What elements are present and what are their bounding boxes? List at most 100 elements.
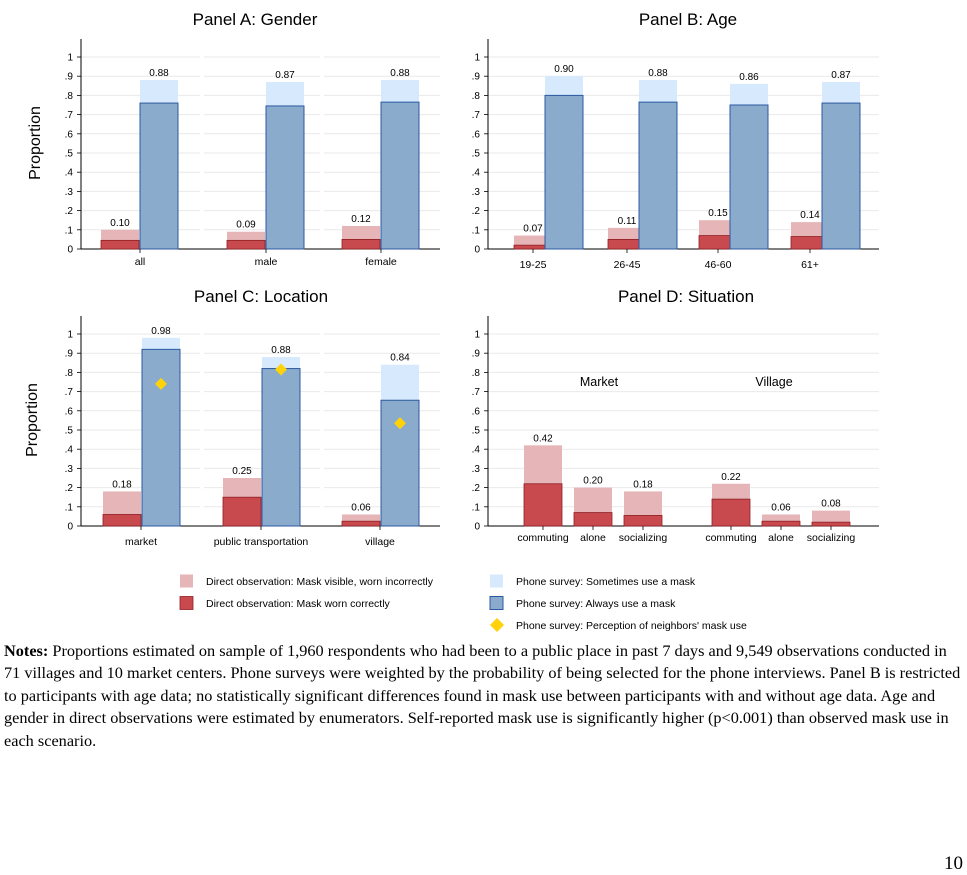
bar-observed-correct xyxy=(222,496,262,527)
page-number: 10 xyxy=(944,853,963,874)
data-label-observed: 0.18 xyxy=(633,479,653,490)
y-tick-label: .6 xyxy=(65,129,74,140)
y-tick-label: .6 xyxy=(65,406,74,417)
x-tick-label: socializing xyxy=(619,532,668,544)
y-axis-label: Proportion xyxy=(24,383,41,457)
bar-observed-correct xyxy=(102,514,142,527)
y-tick-label: .5 xyxy=(472,426,481,437)
x-tick-label: commuting xyxy=(517,532,569,544)
x-tick-label: socializing xyxy=(807,532,856,544)
legend: Direct observation: Mask visible, worn i… xyxy=(179,574,747,632)
marker-neighbors xyxy=(394,417,406,430)
bar-observed-correct xyxy=(811,521,851,527)
data-label-phone: 0.87 xyxy=(831,70,851,81)
data-label-phone: 0.88 xyxy=(149,68,169,79)
x-tick-label: 26-45 xyxy=(614,259,641,271)
y-tick-label: 1 xyxy=(67,330,73,341)
data-label-observed: 0.10 xyxy=(110,218,130,229)
y-tick-label: 1 xyxy=(474,53,480,64)
data-label-observed: 0.22 xyxy=(721,472,741,483)
y-tick-label: .7 xyxy=(65,110,74,121)
legend-swatch xyxy=(179,596,194,610)
bar-observed-correct xyxy=(761,520,801,527)
panel-title: Panel A: Gender xyxy=(193,10,318,29)
y-tick-label: .3 xyxy=(472,464,481,475)
y-tick-label: .8 xyxy=(472,368,481,379)
data-label-phone: 0.88 xyxy=(648,68,668,79)
bar-observed-correct xyxy=(523,483,563,527)
bar-observed-correct xyxy=(711,498,751,527)
x-tick-label: 19-25 xyxy=(520,259,547,271)
y-tick-label: .7 xyxy=(472,110,481,121)
panel-d: Panel D: Situation 0 .1 .2 .3 .4 .5 .6 .7 .8 .9 1 0.… xyxy=(472,287,879,544)
data-label-observed: 0.09 xyxy=(236,220,256,231)
data-label-observed: 0.06 xyxy=(771,502,791,513)
y-tick-label: .4 xyxy=(65,168,74,179)
x-tick-label: commuting xyxy=(705,532,757,544)
y-tick-label: .6 xyxy=(472,406,481,417)
bar-observed-correct xyxy=(341,520,381,527)
data-label-observed: 0.14 xyxy=(800,210,820,221)
y-axis-label: Proportion xyxy=(27,106,44,180)
legend-label: Phone survey: Sometimes use a mask xyxy=(516,576,696,588)
data-label-phone: 0.87 xyxy=(275,70,295,81)
group-label: Market xyxy=(580,375,619,389)
x-tick-label: all xyxy=(135,256,146,268)
notes-text: Proportions estimated on sample of 1,960… xyxy=(4,641,961,750)
bar-phone-always xyxy=(261,368,301,527)
y-tick-label: .7 xyxy=(65,387,74,398)
group-label: Village xyxy=(755,375,792,389)
x-tick-label: alone xyxy=(768,532,794,544)
data-label-phone: 0.98 xyxy=(151,326,171,337)
y-tick-label: 1 xyxy=(474,330,480,341)
panel-title: Panel B: Age xyxy=(639,10,737,29)
bar-phone-always xyxy=(141,348,181,527)
y-tick-label: .5 xyxy=(65,149,74,160)
bar-observed-correct xyxy=(100,239,140,250)
panel-title: Panel C: Location xyxy=(194,287,328,306)
data-label-phone: 0.88 xyxy=(271,345,291,356)
y-tick-label: .3 xyxy=(472,187,481,198)
y-tick-label: .6 xyxy=(472,129,481,140)
x-tick-label: female xyxy=(365,256,397,268)
bar-observed-correct xyxy=(226,239,266,250)
data-label-phone: 0.86 xyxy=(739,72,759,83)
y-tick-label: .3 xyxy=(65,464,74,475)
x-tick-label: public transportation xyxy=(214,536,309,548)
figure-notes: Notes: Proportions estimated on sample o… xyxy=(4,640,962,752)
y-tick-label: .8 xyxy=(472,91,481,102)
legend-label: Direct observation: Mask visible, worn i… xyxy=(206,576,434,588)
y-tick-label: .5 xyxy=(65,426,74,437)
data-label-observed: 0.18 xyxy=(112,479,132,490)
y-tick-label: 0 xyxy=(67,522,73,533)
legend-swatch xyxy=(489,596,504,610)
bar-observed-correct xyxy=(623,515,663,527)
y-tick-label: .9 xyxy=(65,349,74,360)
y-tick-label: .2 xyxy=(472,206,481,217)
bar-phone-always xyxy=(380,101,420,250)
panel-c: Panel C: Location Proportion 0 .1 .2 .3 .4 .5 .6… xyxy=(24,287,440,548)
bar-observed-correct xyxy=(573,512,613,527)
panel-a: Panel A: Gender Proportion 0 .1 .2 .3 .4 .5 .6 .7… xyxy=(27,10,440,268)
y-tick-label: .9 xyxy=(65,72,74,83)
legend-label: Phone survey: Perception of neighbors' m… xyxy=(516,620,747,632)
y-tick-label: .4 xyxy=(65,445,74,456)
y-tick-label: .8 xyxy=(65,368,74,379)
legend-label: Phone survey: Always use a mask xyxy=(516,598,676,610)
marker-neighbors xyxy=(275,363,287,376)
y-tick-label: .8 xyxy=(65,91,74,102)
notes-label: Notes: xyxy=(4,641,49,660)
y-tick-label: 0 xyxy=(474,522,480,533)
y-tick-label: .1 xyxy=(65,225,74,236)
data-label-observed: 0.42 xyxy=(533,433,553,444)
bar-phone-always xyxy=(821,102,861,250)
data-label-observed: 0.25 xyxy=(232,466,252,477)
legend-swatch-neighbors xyxy=(490,618,504,632)
x-tick-label: 61+ xyxy=(801,259,819,271)
y-tick-label: .5 xyxy=(472,149,481,160)
x-tick-label: village xyxy=(365,536,395,548)
data-label-observed: 0.06 xyxy=(351,502,371,513)
y-tick-label: .1 xyxy=(472,502,481,513)
y-tick-label: .4 xyxy=(472,445,481,456)
data-label-phone: 0.90 xyxy=(554,64,574,75)
